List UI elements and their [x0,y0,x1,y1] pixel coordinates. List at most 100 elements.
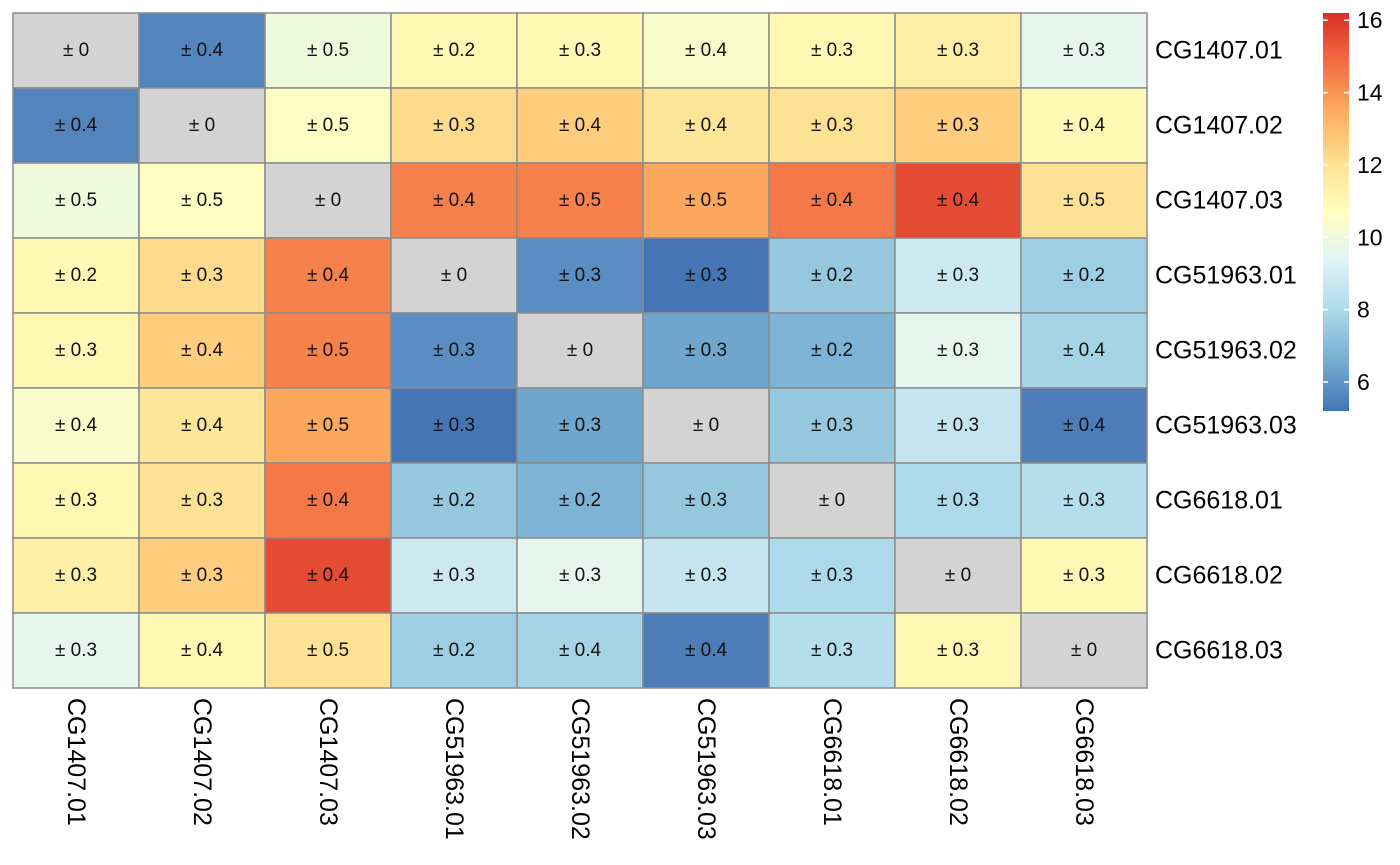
heatmap-cell [390,612,518,689]
cell-label: ± 0.3 [811,640,853,661]
cell-label: ± 0.2 [1063,265,1105,286]
cell-label: ± 0.3 [181,265,223,286]
cell-label: ± 0.3 [937,640,979,661]
cell-label: ± 0.3 [433,340,475,361]
row-label: CG1407.01 [1155,37,1283,65]
heatmap-cell [642,312,770,389]
cell-label: ± 0 [63,40,89,61]
cell-label: ± 0.4 [55,115,98,136]
heatmap-cell [12,312,140,389]
heatmap-cell [12,387,140,464]
row-label: CG6618.02 [1155,562,1283,590]
heatmap-cell [390,162,518,239]
cell-label: ± 0.4 [559,640,602,661]
colorbar-tick-label: 6 [1357,369,1370,395]
cell-label: ± 0.4 [1063,340,1106,361]
cell-label: ± 0.5 [181,190,223,211]
cell-label: ± 0.3 [937,415,979,436]
heatmap-cell [12,537,140,614]
cell-label: ± 0.4 [937,190,980,211]
cell-label: ± 0.3 [433,415,475,436]
heatmap-cell [390,387,518,464]
colorbar-tick-label: 14 [1357,80,1383,106]
cell-label: ± 0.3 [811,115,853,136]
heatmap-cell [768,312,896,389]
cell-label: ± 0.5 [559,190,601,211]
cell-label: ± 0.4 [307,265,350,286]
row-label: CG6618.03 [1155,637,1283,665]
row-label: CG51963.03 [1155,412,1297,440]
column-label: CG6618.01 [818,698,846,826]
heatmap-cell [138,612,266,689]
heatmap-cell [264,387,392,464]
cell-label: ± 0 [945,565,971,586]
heatmap-cell [516,87,644,164]
cell-label: ± 0.4 [685,640,728,661]
heatmap-cell [768,87,896,164]
cell-label: ± 0 [315,190,341,211]
heatmap-cell [1020,237,1148,314]
heatmap-cell [264,537,392,614]
cell-label: ± 0.2 [433,490,475,511]
heatmap-cell [138,462,266,539]
cell-label: ± 0.4 [1063,115,1106,136]
cell-label: ± 0.5 [307,340,349,361]
cell-label: ± 0.3 [433,565,475,586]
heatmap-cell [768,612,896,689]
colorbar-tick-label: 16 [1357,7,1383,33]
cell-label: ± 0.3 [181,490,223,511]
heatmap-cell [264,612,392,689]
cell-label: ± 0.5 [55,190,97,211]
cell-label: ± 0.3 [433,115,475,136]
column-label: CG51963.03 [692,698,720,840]
column-label: CG1407.03 [314,698,342,826]
cell-label: ± 0.4 [181,340,224,361]
heatmap-cell [390,237,518,314]
heatmap-cell [12,237,140,314]
heatmap-cell [642,387,770,464]
heatmap-cell [516,612,644,689]
heatmap-cell [642,612,770,689]
heatmap-cell [138,237,266,314]
column-labels: CG1407.01 CG1407.02 CG1407.03 CG51963.01 CG5… [62,698,1098,840]
cell-label: ± 0 [819,490,845,511]
cell-label: ± 0.4 [181,40,224,61]
colorbar-tick-label: 10 [1357,224,1383,250]
heatmap-cell [264,312,392,389]
column-label: CG1407.02 [188,698,216,826]
cell-label: ± 0.3 [937,115,979,136]
cell-label: ± 0.3 [1063,490,1105,511]
heatmap-cell [642,537,770,614]
cell-label: ± 0.4 [559,115,602,136]
row-label: CG1407.02 [1155,112,1283,140]
row-label: CG51963.01 [1155,262,1297,290]
cell-label: ± 0.4 [55,415,98,436]
cell-label: ± 0.5 [307,40,349,61]
cell-label: ± 0.2 [433,40,475,61]
heatmap-cell [768,462,896,539]
cell-label: ± 0.5 [685,190,727,211]
colorbar [1323,13,1349,411]
heatmap-cell [390,312,518,389]
heatmap-cell [1020,537,1148,614]
column-label: CG51963.02 [566,698,594,840]
row-label: CG1407.03 [1155,187,1283,215]
colorbar-legend: 6 8 10 12 14 16 [1323,7,1383,411]
cell-label: ± 0.2 [433,640,475,661]
cell-label: ± 0.2 [811,265,853,286]
cell-label: ± 0 [1071,640,1097,661]
cell-label: ± 0.3 [55,490,97,511]
heatmap-cell [768,537,896,614]
heatmap-cell [894,12,1022,89]
heatmap-cell [894,387,1022,464]
heatmap-cell [1020,87,1148,164]
cell-label: ± 0.3 [559,415,601,436]
heatmap-cell [12,462,140,539]
cell-label: ± 0.5 [307,640,349,661]
heatmap-cell [264,87,392,164]
heatmap-cell [138,12,266,89]
cell-label: ± 0.4 [181,415,224,436]
cell-label: ± 0 [189,115,215,136]
row-label: CG6618.01 [1155,487,1283,515]
